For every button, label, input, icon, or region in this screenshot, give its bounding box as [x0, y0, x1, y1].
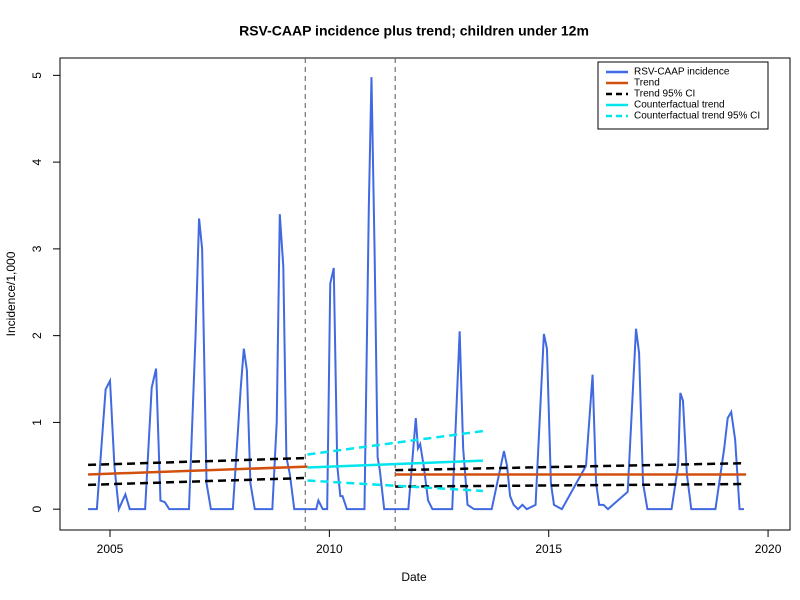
series-line	[88, 456, 747, 488]
series-line	[307, 429, 484, 493]
legend-label: Trend 95% CI	[634, 89, 695, 100]
x-tick-label: 2005	[97, 542, 124, 556]
legend-label: Counterfactual trend	[634, 100, 725, 111]
x-tick-label: 2020	[755, 542, 782, 556]
series-line	[307, 459, 483, 469]
y-tick-label: 2	[30, 332, 44, 339]
chart-title: RSV-CAAP incidence plus trend; children …	[239, 23, 589, 39]
plot-frame	[59, 57, 791, 531]
x-tick-label: 2015	[535, 542, 562, 556]
y-axis-label: Incidence/1,000	[4, 251, 18, 336]
y-tick-label: 0	[30, 506, 44, 513]
legend-label: Counterfactual trend 95% CI	[634, 111, 760, 122]
legend-label: RSV-CAAP incidence	[634, 67, 730, 78]
y-tick-label: 3	[30, 245, 44, 252]
series-line	[88, 465, 747, 476]
series-line	[88, 77, 744, 514]
legend-label: Trend	[634, 78, 660, 89]
y-tick-label: 5	[30, 72, 44, 79]
y-tick-label: 1	[30, 419, 44, 426]
y-tick-label: 4	[30, 158, 44, 165]
x-tick-label: 2010	[316, 542, 343, 556]
x-axis-label: Date	[401, 570, 427, 584]
